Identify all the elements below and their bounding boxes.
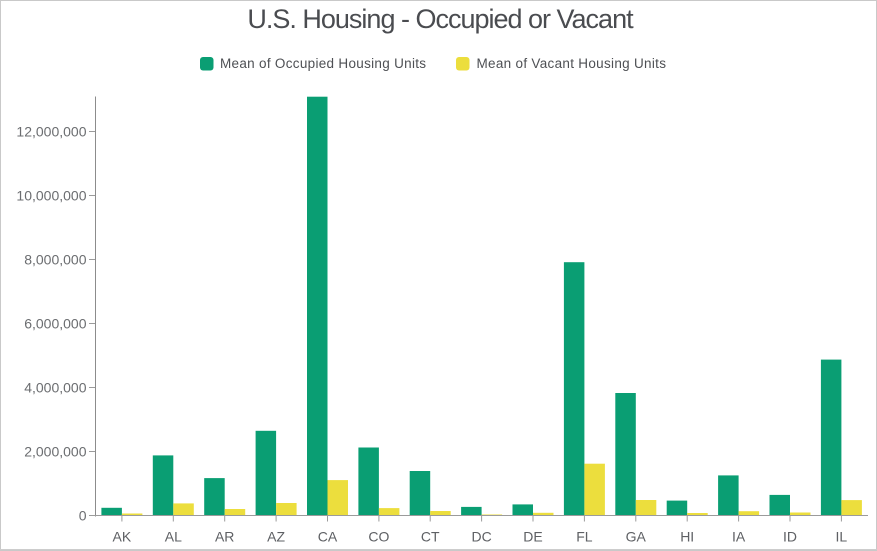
svg-text:2,000,000: 2,000,000 <box>24 443 86 459</box>
svg-text:U.S. Housing - Occupied or Vac: U.S. Housing - Occupied or Vacant <box>247 4 634 34</box>
svg-text:12,000,000: 12,000,000 <box>16 123 86 139</box>
svg-text:DC: DC <box>471 529 491 545</box>
svg-text:Mean of Vacant Housing Units: Mean of Vacant Housing Units <box>477 56 667 71</box>
svg-text:4,000,000: 4,000,000 <box>24 379 86 395</box>
svg-text:IA: IA <box>732 529 746 545</box>
svg-text:HI: HI <box>680 529 694 545</box>
svg-text:ID: ID <box>783 529 797 545</box>
svg-text:IL: IL <box>836 529 848 545</box>
svg-text:DE: DE <box>523 529 542 545</box>
svg-text:AL: AL <box>165 529 182 545</box>
svg-text:AZ: AZ <box>267 529 285 545</box>
svg-text:Mean of Occupied Housing Units: Mean of Occupied Housing Units <box>220 56 426 71</box>
svg-text:CO: CO <box>368 529 389 545</box>
svg-text:GA: GA <box>626 529 647 545</box>
svg-text:AK: AK <box>113 529 132 545</box>
svg-text:0: 0 <box>79 507 87 523</box>
svg-text:AR: AR <box>215 529 234 545</box>
svg-text:CT: CT <box>421 529 440 545</box>
svg-text:10,000,000: 10,000,000 <box>16 187 86 203</box>
svg-text:6,000,000: 6,000,000 <box>24 315 86 331</box>
svg-text:CA: CA <box>318 529 338 545</box>
svg-text:FL: FL <box>576 529 593 545</box>
svg-text:8,000,000: 8,000,000 <box>24 251 86 267</box>
